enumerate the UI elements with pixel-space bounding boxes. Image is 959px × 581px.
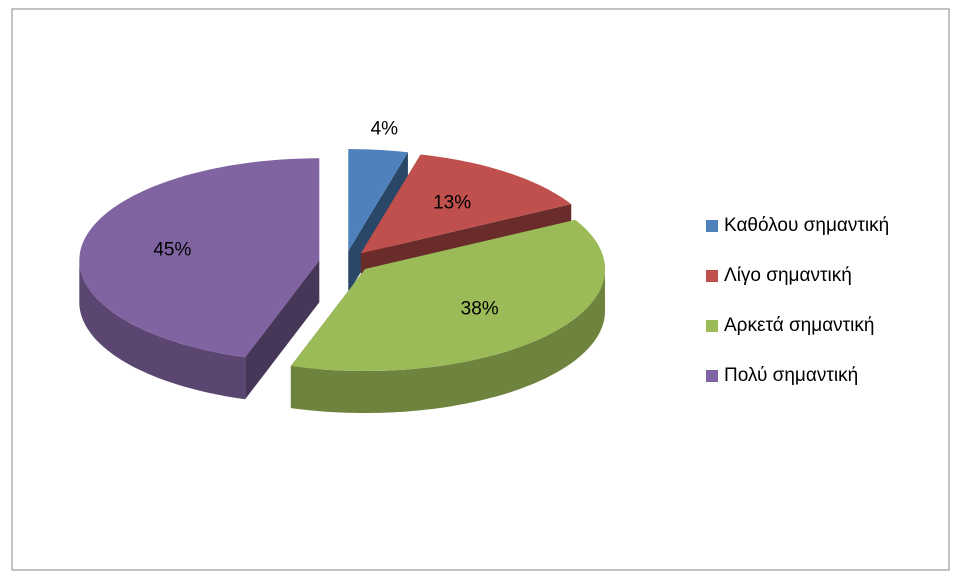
slice: [290, 219, 605, 371]
data-label: 13%: [433, 192, 471, 213]
legend-label: Λίγο σημαντική: [724, 265, 852, 286]
legend-swatch: [706, 220, 718, 232]
legend-label: Πολύ σημαντική: [724, 365, 858, 386]
legend-label: Αρκετά σημαντική: [724, 315, 874, 336]
legend-swatch: [706, 270, 718, 282]
slice: [348, 149, 408, 252]
legend-label: Καθόλου σημαντική: [724, 215, 889, 236]
slice-wall: [79, 260, 246, 400]
slice-wall: [290, 269, 605, 413]
legend-swatch: [706, 370, 718, 382]
slice-side: [245, 260, 320, 400]
slice: [79, 158, 320, 358]
data-label: 4%: [371, 119, 399, 140]
data-label: 45%: [153, 239, 191, 260]
slice: [360, 154, 572, 254]
data-label: 38%: [461, 298, 499, 319]
legend-swatch: [706, 320, 718, 332]
